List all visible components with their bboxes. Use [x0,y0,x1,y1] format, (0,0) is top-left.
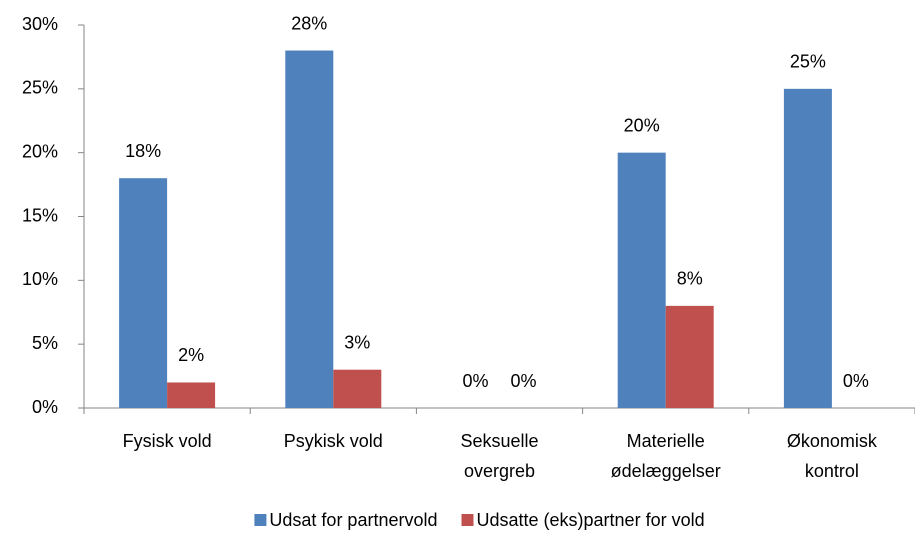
value-label: 0% [462,371,488,391]
x-tick-label: Økonomisk kontrol [787,431,878,481]
legend-swatch [461,514,474,526]
y-tick-label: 0% [32,397,58,417]
legend-swatch [254,514,267,526]
x-tick-label: Psykisk vold [284,431,383,451]
legend-label: Udsatte (eks)partner for vold [477,510,705,530]
bar [617,152,666,408]
bar [119,178,168,408]
bar [285,50,334,409]
y-tick-label: 5% [32,333,58,353]
bar [665,305,714,408]
value-label: 0% [843,371,869,391]
value-label: 2% [178,345,204,365]
y-tick-label: 25% [22,78,58,98]
value-label: 20% [624,115,660,135]
value-label: 3% [344,332,370,352]
y-tick-label: 30% [22,14,58,34]
legend: Udsat for partnervold Udsatte (eks)partne… [254,510,705,530]
value-label: 8% [677,269,703,289]
y-tick-label: 15% [22,205,58,225]
x-tick-label: Seksuelle overgreb [460,431,538,481]
value-label: 18% [125,141,161,161]
y-tick-label: 10% [22,269,58,289]
x-tick-label: Fysisk vold [123,431,212,451]
value-label: 0% [510,371,536,391]
value-label: 25% [790,52,826,72]
bar [333,369,382,408]
x-tick-label: Materielle ødelæggelser [611,431,721,481]
bar [167,382,216,408]
bar [783,88,832,408]
y-tick-label: 20% [22,141,58,161]
value-label: 28% [291,13,327,33]
legend-label: Udsat for partnervold [269,510,437,530]
